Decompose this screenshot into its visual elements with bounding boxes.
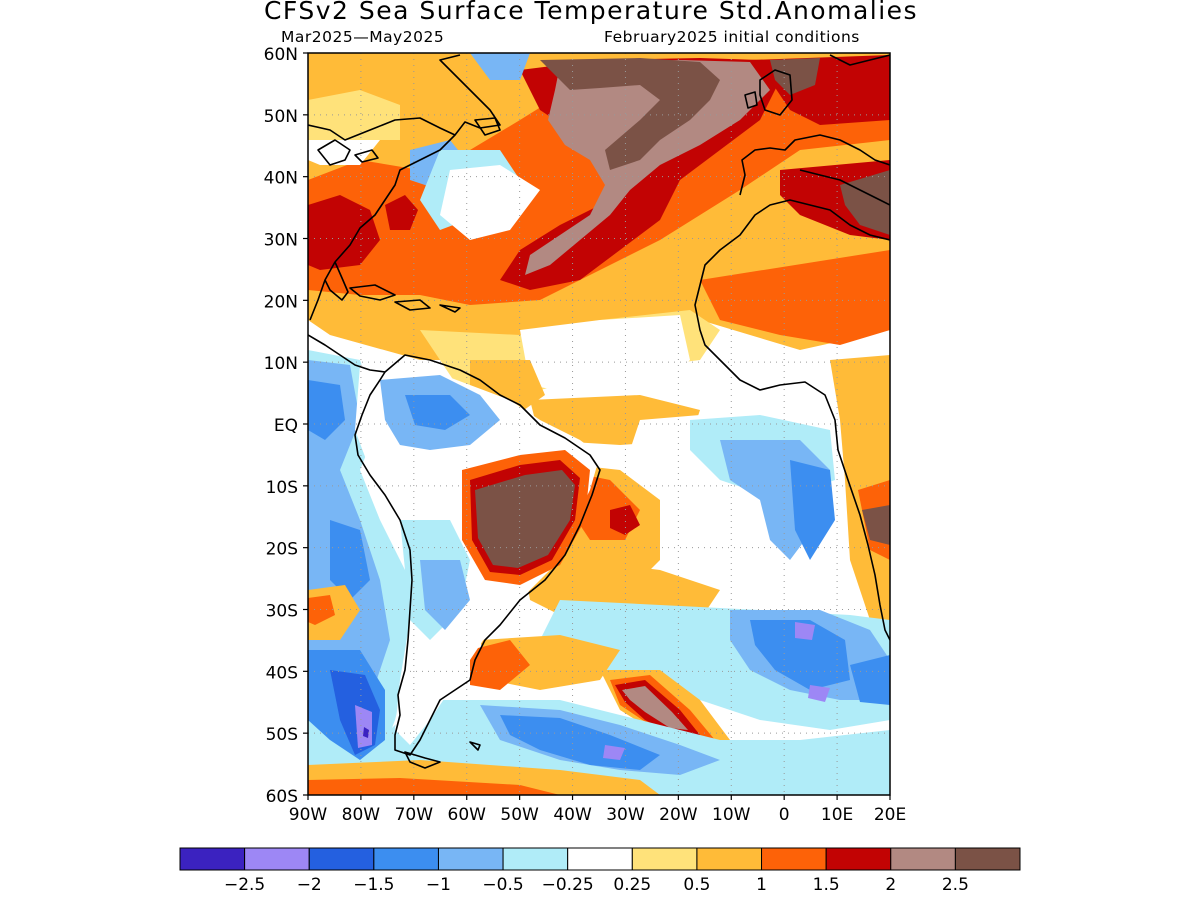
latitude-axis-labels: 60N 50N 40N 30N 20N 10N EQ 10S 20S 30S 40S 50S 60S xyxy=(264,45,298,807)
anomaly-field xyxy=(308,53,890,795)
initial-conditions: February2025 initial conditions xyxy=(604,28,860,46)
map-area xyxy=(308,53,890,795)
lat-tick-label: EQ xyxy=(274,416,298,436)
colorbar-tick-label: −0.25 xyxy=(542,875,594,895)
longitude-axis-labels: 90W 80W 70W 60W 50W 40W 30W 20W 10W 0 10E 20E xyxy=(289,805,906,825)
lat-tick-label: 20S xyxy=(266,540,298,560)
colorbar-swatch xyxy=(954,847,1021,871)
lat-tick-label: 10N xyxy=(264,354,298,374)
coastlines xyxy=(308,54,890,769)
colorbar-tick-label: 1.5 xyxy=(813,875,840,895)
colorbar-swatch xyxy=(825,847,892,871)
chart-title: CFSv2 Sea Surface Temperature Std.Anomal… xyxy=(263,0,919,25)
lon-tick-label: 80W xyxy=(342,805,381,825)
lat-tick-label: 50N xyxy=(264,107,298,127)
colorbar-swatch xyxy=(437,847,504,871)
colorbar-tick-label: 2 xyxy=(885,875,896,895)
colorbar-tick-label: 0.5 xyxy=(683,875,710,895)
colorbar-swatch xyxy=(890,847,956,871)
lon-tick-label: 20E xyxy=(874,805,906,825)
colorbar-tick-label: 0.25 xyxy=(613,875,651,895)
lat-tick-label: 60S xyxy=(266,787,298,807)
colorbar-tick-label: −1.5 xyxy=(353,875,394,895)
lon-tick-label: 0 xyxy=(779,805,790,825)
colorbar-tick-label: −1 xyxy=(426,875,451,895)
lon-tick-label: 30W xyxy=(606,805,645,825)
colorbar-swatch xyxy=(179,847,246,871)
lon-tick-label: 20W xyxy=(659,805,698,825)
colorbar-swatch xyxy=(567,847,633,871)
lon-tick-label: 60W xyxy=(448,805,487,825)
colorbar-tick-label: −2.5 xyxy=(224,875,265,895)
lat-tick-label: 60N xyxy=(264,45,298,65)
colorbar-labels: −2.5 −2 −1.5 −1 −0.5 −0.25 0.25 0.5 1 1.5 2 2.5 xyxy=(224,875,969,895)
lat-tick-label: 40S xyxy=(266,663,298,683)
colorbar xyxy=(179,847,1021,871)
colorbar-tick-label: −0.5 xyxy=(482,875,523,895)
lon-tick-label: 10W xyxy=(712,805,751,825)
colorbar-tick-label: 1 xyxy=(756,875,767,895)
colorbar-swatch xyxy=(696,847,763,871)
lon-tick-label: 90W xyxy=(289,805,328,825)
colorbar-tick-label: −2 xyxy=(297,875,322,895)
colorbar-swatch xyxy=(761,847,827,871)
lat-tick-label: 20N xyxy=(264,292,298,312)
lat-tick-label: 30N xyxy=(264,231,298,251)
axis-ticks xyxy=(303,52,891,800)
colorbar-swatch xyxy=(502,847,569,871)
lat-tick-label: 10S xyxy=(266,478,298,498)
lat-tick-label: 50S xyxy=(266,725,298,745)
lon-tick-label: 10E xyxy=(821,805,853,825)
colorbar-swatch xyxy=(244,847,310,871)
colorbar-swatch xyxy=(631,847,698,871)
lat-tick-label: 30S xyxy=(266,602,298,622)
lon-tick-label: 70W xyxy=(395,805,434,825)
lon-tick-label: 50W xyxy=(500,805,539,825)
colorbar-swatch xyxy=(373,847,439,871)
lat-tick-label: 40N xyxy=(264,169,298,189)
forecast-period: Mar2025—May2025 xyxy=(281,28,445,46)
colorbar-swatch xyxy=(308,847,375,871)
lon-tick-label: 40W xyxy=(553,805,592,825)
colorbar-tick-label: 2.5 xyxy=(942,875,969,895)
